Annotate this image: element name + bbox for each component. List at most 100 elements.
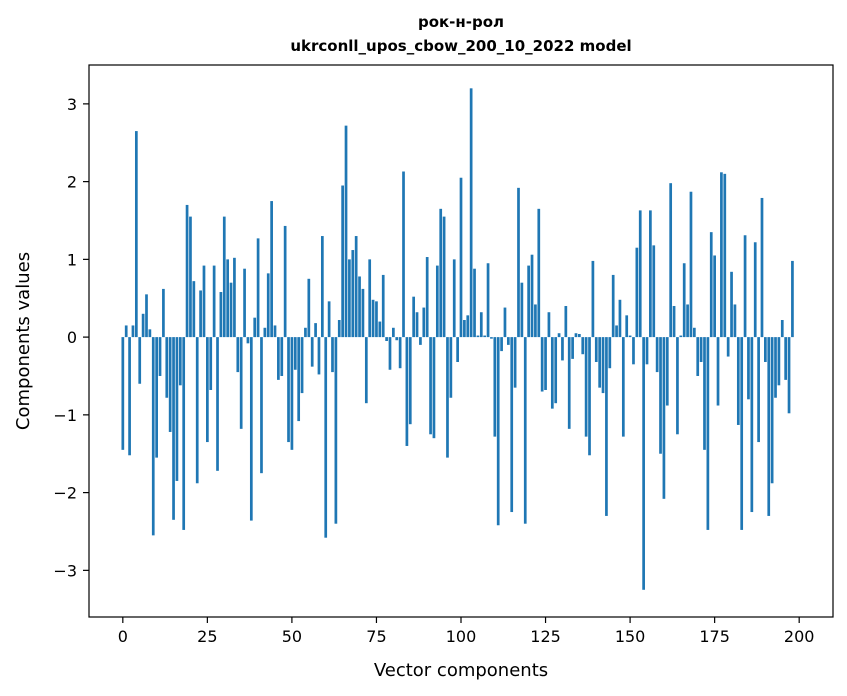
plot-frame <box>88 64 834 618</box>
bar <box>618 299 622 338</box>
bar <box>791 260 794 338</box>
bar <box>304 327 307 338</box>
bar <box>371 299 375 338</box>
bar <box>540 337 544 392</box>
bar <box>720 172 723 338</box>
bar <box>547 312 551 338</box>
bar <box>645 337 649 365</box>
bar <box>764 337 767 362</box>
bar <box>672 306 676 338</box>
bar <box>266 273 270 338</box>
bar <box>385 337 388 341</box>
bar <box>199 290 202 338</box>
x-axis-label: Vector components <box>374 660 548 681</box>
y-axis: −3 −2 −1 0 1 2 3 <box>53 95 89 580</box>
bar <box>138 337 142 384</box>
bar <box>202 265 206 338</box>
bar <box>591 260 595 338</box>
bar <box>503 307 507 338</box>
bar <box>334 337 338 524</box>
bar <box>777 337 781 386</box>
bar <box>736 337 740 425</box>
bar <box>784 337 788 380</box>
bar <box>422 307 426 338</box>
bar <box>364 337 368 404</box>
bar <box>692 327 696 338</box>
bar <box>601 337 605 394</box>
bar <box>158 337 162 376</box>
bar <box>226 259 230 338</box>
x-tick-label: 100 <box>446 627 477 646</box>
chart-subtitle: ukrconll_upos_cbow_200_10_2022 model <box>290 37 631 55</box>
y-tick-label: −2 <box>53 484 77 503</box>
bar <box>554 337 558 404</box>
bar <box>696 337 700 376</box>
bar <box>625 315 629 338</box>
bar <box>682 263 686 338</box>
bar <box>733 304 737 338</box>
bar <box>270 201 273 338</box>
bar <box>709 232 713 338</box>
bar <box>368 259 372 338</box>
bar <box>216 337 219 471</box>
bar <box>219 292 223 338</box>
x-tick-label: 25 <box>197 627 217 646</box>
bar <box>446 337 449 458</box>
bar <box>767 337 771 516</box>
bar <box>527 265 530 338</box>
bar <box>469 88 473 338</box>
bar <box>679 335 683 338</box>
bar <box>395 337 399 341</box>
bar <box>185 204 189 338</box>
bar <box>425 257 429 338</box>
bar <box>182 337 186 530</box>
bar <box>124 325 128 338</box>
bar <box>574 333 578 338</box>
bar <box>723 173 727 338</box>
bar <box>665 337 669 406</box>
bar <box>486 263 490 338</box>
bar <box>757 337 760 443</box>
bar <box>300 337 304 394</box>
bar <box>405 337 409 446</box>
bar <box>415 312 419 338</box>
bar <box>128 337 131 456</box>
bar <box>517 187 520 338</box>
bar <box>642 337 645 590</box>
bar <box>229 282 233 338</box>
bar <box>351 250 355 338</box>
bar <box>206 337 209 443</box>
bar <box>155 337 158 458</box>
bar <box>412 296 416 338</box>
bar <box>233 257 236 338</box>
bar <box>337 320 341 338</box>
bar <box>699 337 703 362</box>
bar <box>635 247 639 338</box>
bar <box>459 177 463 338</box>
bar <box>162 288 165 338</box>
bar <box>510 337 514 513</box>
bar <box>273 325 277 338</box>
bar <box>594 337 598 362</box>
y-tick-label: −1 <box>53 406 77 425</box>
bar <box>686 304 689 338</box>
y-tick-label: 1 <box>67 250 77 269</box>
bar <box>148 329 152 338</box>
bar <box>260 337 263 474</box>
bar <box>659 337 662 454</box>
bar <box>165 337 169 398</box>
bar <box>638 210 642 338</box>
bar <box>649 210 652 338</box>
bar <box>669 183 673 338</box>
bar <box>195 337 199 484</box>
bar <box>398 337 402 369</box>
bar <box>578 334 581 338</box>
bar <box>608 337 612 369</box>
bar <box>506 337 510 345</box>
bar <box>564 306 568 338</box>
bar <box>283 225 287 338</box>
bar <box>222 216 226 338</box>
bar <box>490 337 493 339</box>
bar <box>652 245 656 338</box>
